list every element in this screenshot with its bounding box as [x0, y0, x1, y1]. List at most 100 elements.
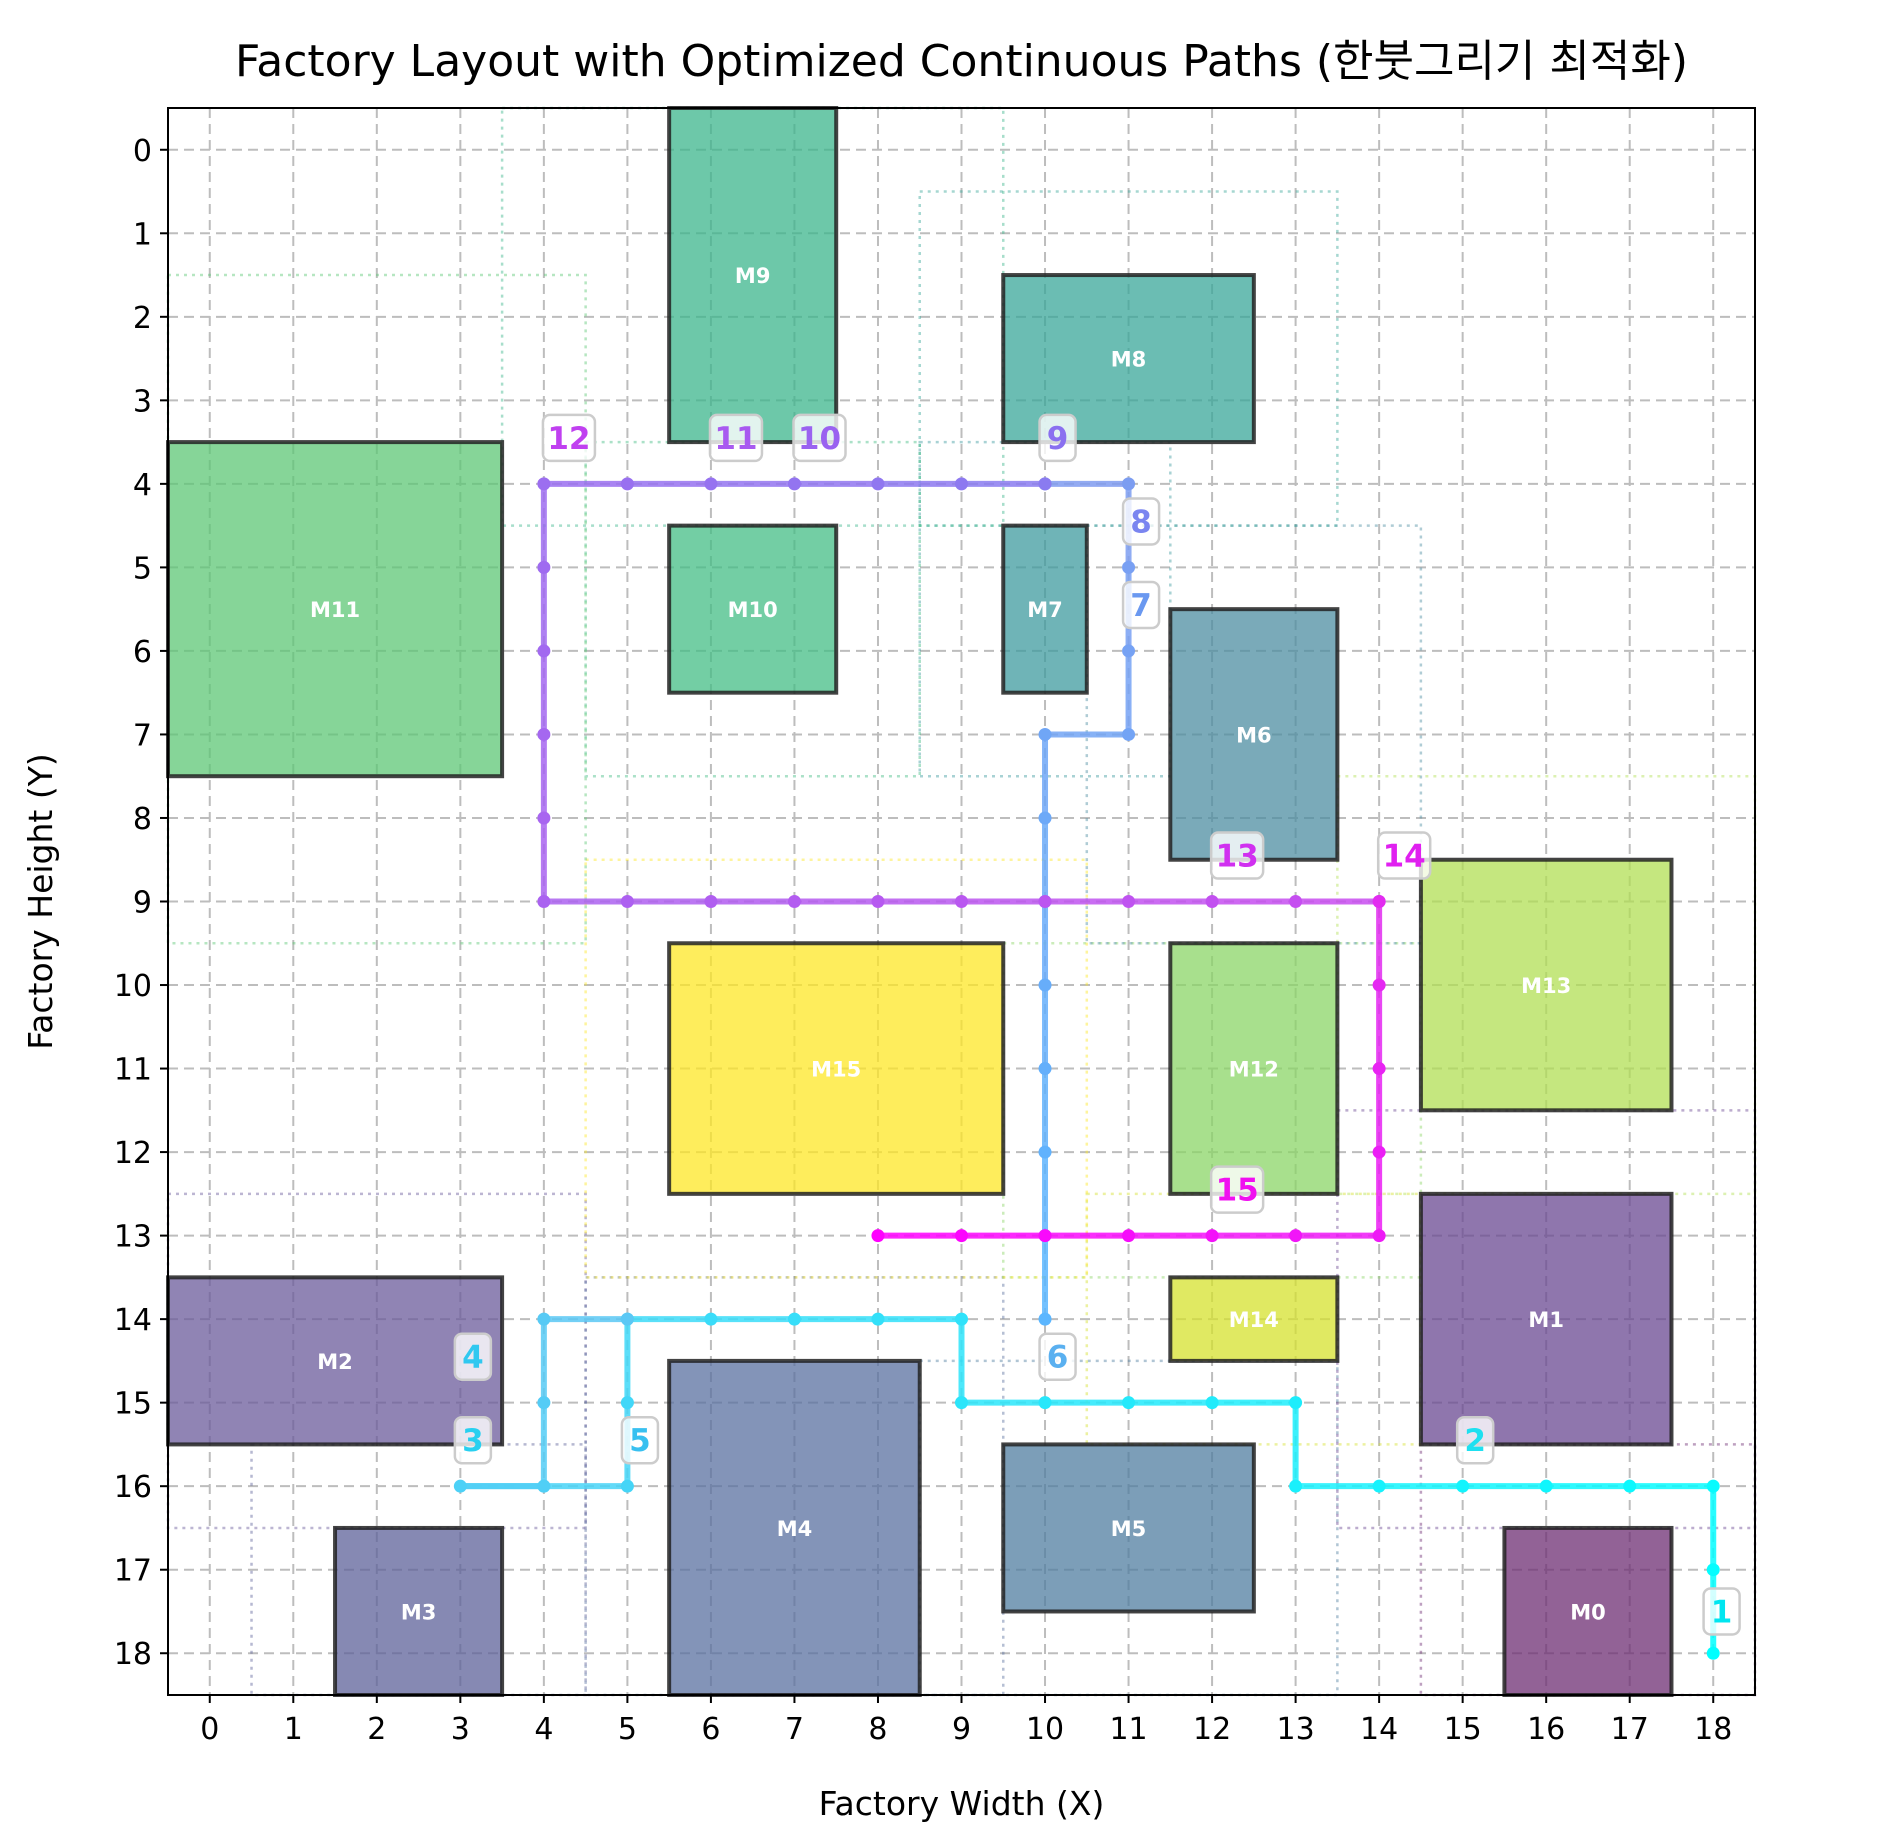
y-tick-label: 3	[133, 384, 152, 419]
step-label-box	[708, 413, 764, 463]
step-label-box	[1209, 831, 1265, 880]
clearance-zone	[584, 440, 921, 778]
path-point	[787, 477, 801, 491]
step-label-box	[1038, 1332, 1077, 1381]
path-point	[1706, 1479, 1720, 1493]
path-point	[1122, 477, 1136, 491]
step-label-box	[620, 1415, 660, 1465]
step-label: 7	[1130, 588, 1152, 624]
machine-m0	[1502, 1525, 1674, 1698]
machine-m1	[1418, 1191, 1674, 1447]
path-point	[1372, 1145, 1386, 1159]
step-label-box	[1038, 413, 1077, 463]
x-tick-label: 12	[1193, 1712, 1231, 1747]
path-point	[1289, 895, 1303, 908]
y-tick-label: 10	[114, 969, 152, 1004]
step-label-box	[541, 413, 597, 463]
path-point	[1706, 1563, 1720, 1577]
path-point	[1372, 978, 1386, 992]
step-label: 3	[462, 1423, 484, 1459]
path-point	[955, 895, 968, 908]
path-point	[537, 477, 551, 491]
path-point	[620, 895, 634, 908]
machine-m10	[667, 523, 839, 695]
path-point	[704, 895, 718, 908]
y-tick-label: 7	[133, 718, 152, 753]
machine-m5	[1001, 1442, 1256, 1614]
path-point	[1372, 1229, 1386, 1243]
x-tick-label: 14	[1360, 1712, 1398, 1747]
machine-label: M8	[1111, 348, 1147, 372]
step-label: 13	[1216, 839, 1259, 875]
path-point	[1038, 1062, 1052, 1076]
y-tick-label: 5	[133, 551, 152, 586]
y-tick-label: 12	[114, 1136, 152, 1171]
step-label-box	[1209, 1165, 1265, 1214]
path-point	[620, 1479, 634, 1493]
path-point	[537, 644, 551, 658]
x-tick-label: 10	[1026, 1712, 1064, 1747]
path-point	[787, 1312, 801, 1326]
step-label: 11	[714, 421, 757, 457]
step-label: 15	[1216, 1173, 1259, 1209]
step-label: 5	[629, 1423, 651, 1459]
y-tick-label: 16	[114, 1470, 152, 1505]
path-point	[1372, 895, 1386, 908]
clearance-zone	[166, 273, 587, 945]
step-label: 4	[462, 1340, 484, 1376]
step-label: 12	[547, 421, 590, 457]
step-label: 9	[1047, 421, 1069, 457]
machine-label: M11	[310, 598, 360, 622]
step-label: 10	[798, 421, 841, 457]
path-point	[1289, 1396, 1303, 1410]
plot-frame	[167, 107, 1756, 1696]
step-label-box	[453, 1415, 493, 1465]
path-point	[1038, 1229, 1052, 1243]
step-label: 6	[1047, 1340, 1069, 1376]
step-label-box	[1121, 580, 1161, 630]
path-point	[620, 477, 634, 491]
y-tick-label: 0	[133, 134, 152, 169]
path-point	[1456, 1479, 1470, 1493]
machine-label: M13	[1521, 974, 1571, 998]
x-tick-label: 9	[952, 1712, 971, 1747]
chart-title: Factory Layout with Optimized Continuous…	[235, 36, 1688, 87]
path-point	[704, 1312, 718, 1326]
machine-m13	[1418, 857, 1674, 1113]
path-point	[537, 1312, 551, 1326]
path-point	[1372, 1479, 1386, 1493]
path-point	[1122, 1229, 1136, 1243]
path-point	[1539, 1479, 1553, 1493]
path-point	[1038, 477, 1052, 491]
machine-label: M7	[1027, 598, 1063, 622]
y-tick-label: 14	[114, 1303, 152, 1338]
step-label-box	[1702, 1587, 1741, 1636]
y-tick-label: 17	[114, 1554, 152, 1589]
path-point	[1038, 727, 1052, 741]
path-point	[955, 1229, 968, 1243]
machine-label: M0	[1570, 1600, 1606, 1624]
machine-label: M14	[1229, 1308, 1279, 1332]
path-point	[1205, 895, 1219, 908]
machine-label: M12	[1229, 1058, 1279, 1082]
x-tick-label: 16	[1527, 1712, 1565, 1747]
path-point	[1122, 895, 1136, 908]
step-label-box	[1376, 831, 1432, 880]
machine-m7	[1001, 523, 1089, 695]
path-point	[1205, 1229, 1219, 1243]
x-axis-label: Factory Width (X)	[819, 1784, 1105, 1823]
x-tick-label: 5	[618, 1712, 637, 1747]
x-tick-label: 18	[1694, 1712, 1732, 1747]
machine-label: M6	[1236, 723, 1272, 747]
path-point	[537, 560, 551, 574]
path-point	[537, 895, 551, 908]
y-tick-label: 13	[114, 1220, 152, 1255]
path-point	[1122, 644, 1136, 658]
step-label-box	[453, 1332, 493, 1381]
machine-m14	[1168, 1275, 1340, 1363]
x-tick-label: 17	[1611, 1712, 1649, 1747]
path-point	[620, 1396, 634, 1410]
x-ticks: 0 1 2 3 4 5 6 7 8 9 10 11 12 13 14 15 16 17 18	[200, 1695, 1732, 1747]
y-tick-label: 11	[114, 1053, 152, 1088]
